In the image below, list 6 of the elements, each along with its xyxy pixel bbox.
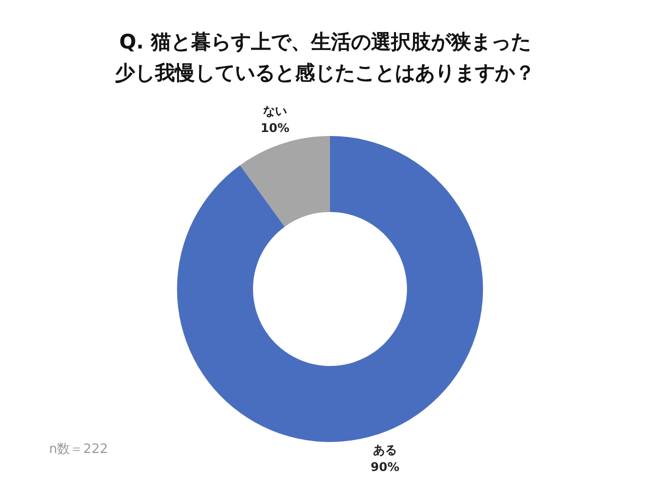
data-label: 90%	[370, 460, 400, 474]
chart-title: Q. 猫と暮らす上で、生活の選択肢が狭まった少し我慢していると感じたことはありますか？	[115, 30, 535, 84]
data-label: 10%	[260, 121, 290, 136]
text: n数＝222	[49, 442, 108, 457]
slice-label: ない	[262, 104, 287, 118]
slice-label: ある	[373, 442, 398, 457]
